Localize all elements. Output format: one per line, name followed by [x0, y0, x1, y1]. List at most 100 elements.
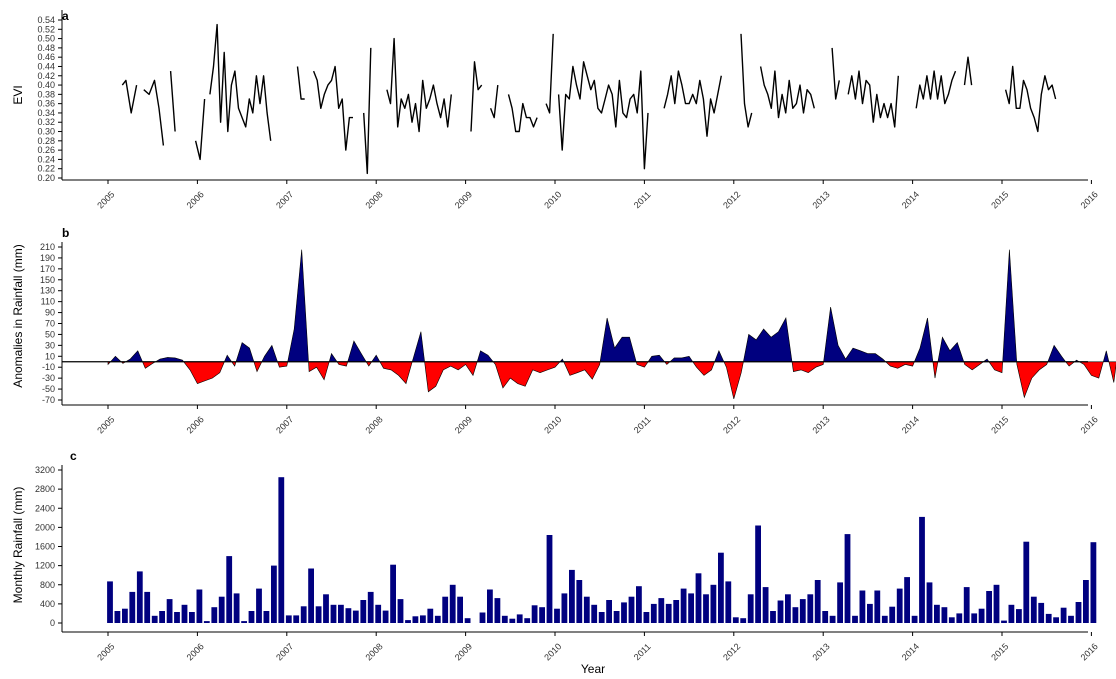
negative-anomaly-26: [563, 361, 601, 380]
negative-anomaly-34: [723, 361, 744, 399]
positive-anomaly-15: [328, 352, 338, 363]
rainfall-bar-7: [159, 611, 165, 623]
rainfall-bar-11: [189, 612, 195, 623]
panel-c-xtick-label: 2008: [363, 641, 384, 662]
positive-anomaly-45: [1002, 249, 1018, 363]
panel-a-ytick-label: 0.36: [37, 99, 55, 109]
evi-segment-19: [915, 70, 957, 109]
positive-anomaly-7: [223, 354, 233, 363]
rainfall-bar-54: [509, 618, 516, 623]
rainfall-bar-122: [1016, 609, 1022, 623]
panel-a-xtick-label: 2009: [453, 189, 474, 210]
rainfall-bar-124: [1030, 596, 1037, 623]
rainfall-bar-113: [948, 617, 955, 623]
panel-a-xtick-label: 2014: [900, 189, 921, 210]
rainfall-bar-116: [971, 613, 978, 623]
evi-segment-2: [169, 71, 176, 132]
panel-b-xtick-label: 2011: [632, 414, 653, 435]
evi-segment-0: [121, 79, 138, 114]
rainfall-bar-72: [643, 612, 650, 623]
rainfall-bar-118: [986, 591, 992, 623]
panel-c-ytick-label: 0: [50, 618, 55, 628]
panel-b-xtick-label: 2015: [989, 414, 1010, 435]
rainfall-bar-119: [993, 584, 1000, 624]
panel-b-ytick-label: 210: [40, 242, 55, 252]
panel-a-evi-lines: [121, 23, 1057, 175]
positive-anomaly-31: [669, 355, 694, 363]
rainfall-bar-45: [442, 596, 449, 623]
rainfall-bar-129: [1068, 615, 1074, 623]
panel-a-ytick-label: 0.32: [37, 117, 55, 127]
panel-c-xtick-label: 2006: [185, 641, 206, 662]
rainfall-bar-80: [703, 594, 709, 623]
panel-a-letter: a: [62, 9, 69, 23]
rainfall-bar-123: [1023, 541, 1030, 623]
positive-anomaly-39: [913, 317, 934, 363]
panel-b-xtick-label: 2014: [900, 414, 921, 435]
evi-segment-21: [1004, 65, 1057, 133]
panel-a-ylabel: EVI: [11, 85, 25, 104]
rainfall-bar-108: [911, 615, 918, 623]
evi-segment-8: [386, 37, 452, 133]
rainfall-bar-8: [166, 599, 173, 623]
panel-b-ytick-label: 130: [40, 286, 55, 296]
rainfall-bar-53: [501, 615, 508, 623]
positive-anomaly-29: [647, 354, 666, 363]
evi-segment-4: [209, 23, 272, 141]
panel-b-ytick-label: -70: [42, 395, 55, 405]
rainfall-bar-32: [345, 608, 352, 623]
positive-anomaly-5: [154, 357, 185, 363]
panel-a-ytick-label: 0.50: [37, 34, 55, 44]
panel-a-xtick-label: 2007: [274, 189, 295, 210]
positive-anomaly-37: [823, 307, 887, 363]
panel-b-ytick-label: -50: [42, 384, 55, 394]
evi-segment-12: [545, 33, 554, 114]
panel-c: c Monthly Rainfall (mm) 0 400 800 1200 1600 2…: [11, 449, 1100, 662]
panel-a: a EVI 0.200.220.240.260.280.300.320.340.…: [11, 9, 1100, 210]
panel-a-ytick-label: 0.20: [37, 173, 55, 183]
evi-segment-17: [831, 47, 840, 100]
rainfall-bar-98: [837, 582, 843, 623]
panel-c-xtick-label: 2007: [274, 641, 295, 662]
panel-c-xtick-label: 2011: [632, 641, 653, 662]
positive-anomaly-47: [1047, 344, 1067, 363]
rainfall-bar-96: [822, 611, 829, 623]
rainfall-bar-86: [747, 594, 754, 623]
negative-anomaly-40: [932, 361, 939, 379]
panel-c-ytick-label: 2400: [35, 503, 55, 513]
rainfall-bar-9: [174, 612, 180, 623]
rainfall-bar-48: [464, 618, 471, 623]
panel-a-xtick-label: 2010: [542, 189, 563, 210]
positive-anomaly-19: [371, 354, 381, 363]
positive-anomaly-27: [599, 317, 637, 363]
positive-anomaly-3: [124, 350, 143, 363]
rainfall-bar-39: [397, 599, 404, 623]
panel-b: b Anomalies in Rainfall (mm) -70-50-30-1…: [11, 226, 1116, 435]
panel-a-ytick-label: 0.52: [37, 24, 55, 34]
rainfall-bar-121: [1008, 604, 1015, 623]
rainfall-bar-13: [203, 621, 210, 623]
rainfall-bar-61: [561, 593, 568, 623]
panel-a-x-ticks: 2005 2006 2007 2008 2009 2010 2011 2012 2013 2014…: [95, 180, 1100, 210]
panel-a-xtick-label: 2015: [989, 189, 1010, 210]
rainfall-bar-100: [852, 615, 858, 623]
rainfall-bar-106: [896, 588, 903, 623]
panel-c-ytick-label: 2800: [35, 484, 55, 494]
rainfall-bar-85: [740, 618, 747, 623]
rainfall-bar-12: [196, 589, 203, 623]
panel-c-x-ticks: 2005 2006 2007 2008 2009 2010 2011 2012 2013 2014…: [95, 632, 1100, 662]
panel-c-ytick-label: 3200: [35, 465, 55, 475]
rainfall-bar-50: [479, 612, 486, 623]
negative-anomaly-8: [231, 361, 237, 367]
rainfall-bar-14: [211, 607, 218, 623]
rainfall-bar-130: [1075, 602, 1082, 623]
panel-a-ytick-label: 0.42: [37, 71, 55, 81]
panel-a-ytick-label: 0.28: [37, 136, 55, 146]
rainfall-bar-83: [725, 581, 732, 623]
negative-anomaly-44: [988, 361, 1004, 374]
rainfall-bar-107: [904, 577, 910, 623]
rainfall-bar-97: [829, 615, 836, 623]
rainfall-bar-93: [799, 599, 806, 623]
negative-anomaly-4: [142, 361, 157, 369]
